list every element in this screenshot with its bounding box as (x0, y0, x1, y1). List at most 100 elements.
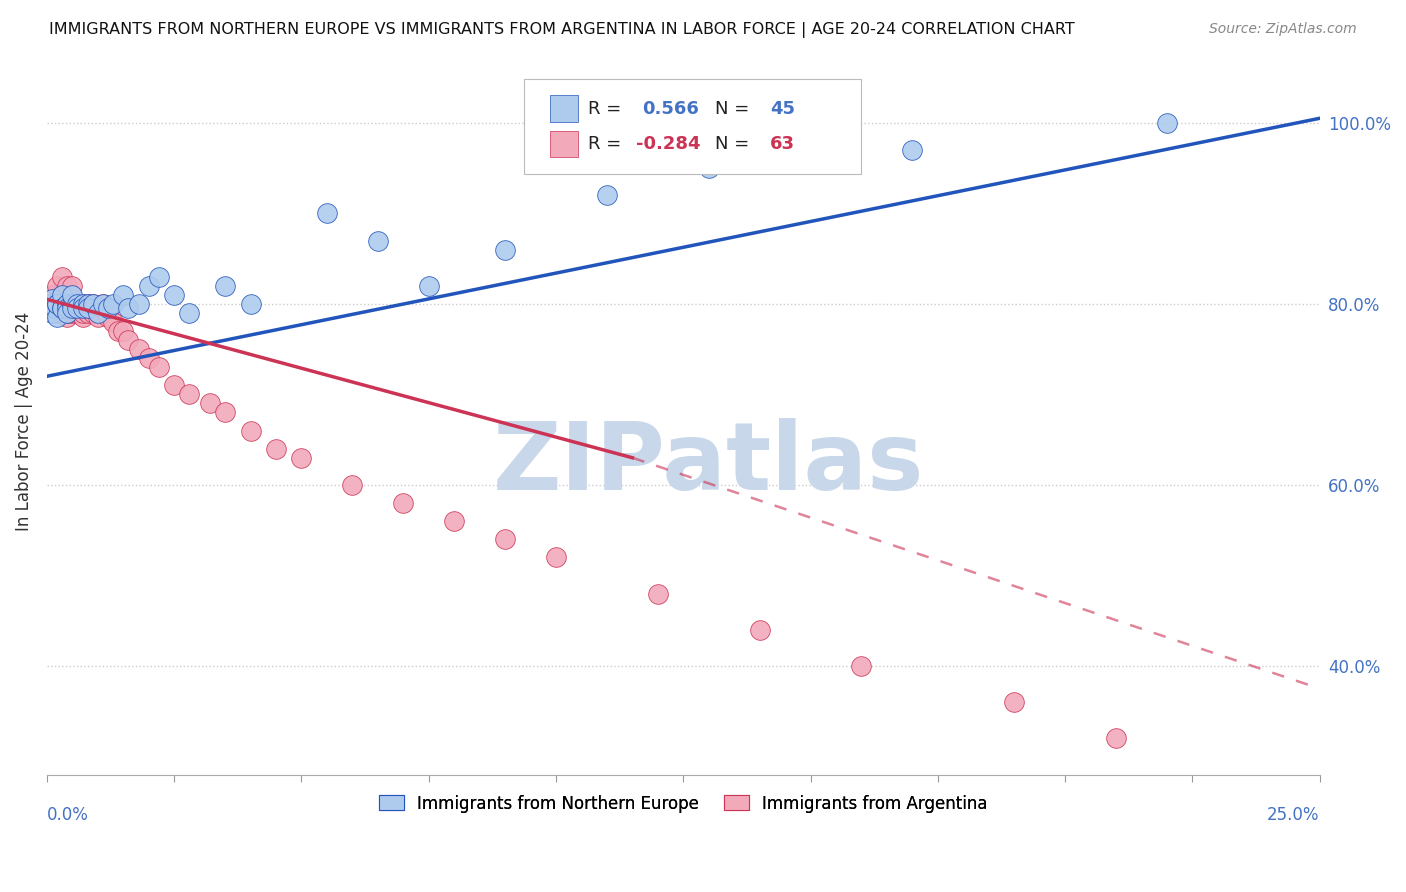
Point (544, 550, 567, 565)
Point (214, 405, 236, 419)
Point (179, 306, 201, 320)
Point (51, 269, 73, 284)
Point (851, 659, 873, 673)
Point (51, 301, 73, 316)
Point (60, 301, 83, 316)
Point (239, 424, 262, 438)
Point (117, 333, 139, 347)
Point (38, 301, 60, 316)
Point (1105, 731, 1128, 746)
Point (76, 306, 98, 320)
Point (41, 297, 63, 311)
Y-axis label: In Labor Force | Age 20-24: In Labor Force | Age 20-24 (15, 312, 32, 531)
Point (72, 306, 94, 320)
Point (66, 297, 89, 311)
Text: 25.0%: 25.0% (1267, 806, 1320, 824)
Point (97, 306, 120, 320)
Point (494, 533, 516, 547)
Point (138, 351, 160, 366)
Text: IMMIGRANTS FROM NORTHERN EUROPE VS IMMIGRANTS FROM ARGENTINA IN LABOR FORCE | AG: IMMIGRANTS FROM NORTHERN EUROPE VS IMMIG… (49, 22, 1076, 38)
Point (46, 297, 69, 311)
Point (51, 288, 73, 302)
Point (494, 243, 516, 257)
Point (87, 306, 110, 320)
Point (214, 278, 236, 293)
Point (179, 387, 201, 401)
FancyBboxPatch shape (550, 95, 578, 122)
Point (82, 297, 104, 311)
Point (60, 278, 83, 293)
Point (367, 234, 389, 248)
Point (66, 301, 89, 316)
Text: N =: N = (716, 135, 755, 153)
Point (264, 442, 287, 456)
Point (316, 206, 339, 220)
Point (596, 188, 619, 202)
Point (37, 297, 59, 311)
Point (138, 278, 160, 293)
Point (46, 297, 69, 311)
Text: 45: 45 (770, 100, 794, 118)
Point (66, 306, 89, 320)
Point (91, 297, 114, 311)
Point (112, 288, 135, 302)
Point (60, 288, 83, 302)
Point (38, 301, 60, 316)
Point (41, 288, 63, 302)
Point (198, 396, 221, 410)
Point (97, 301, 120, 316)
Point (443, 514, 465, 528)
Text: 0.0%: 0.0% (46, 806, 89, 824)
Point (44, 301, 66, 316)
Point (51, 301, 73, 316)
Text: R =: R = (588, 135, 627, 153)
Point (72, 297, 94, 311)
Point (418, 278, 440, 293)
Point (697, 161, 720, 175)
Point (101, 297, 124, 311)
Text: 0.566: 0.566 (643, 100, 699, 118)
Point (46, 297, 69, 311)
Point (41, 293, 63, 307)
Point (56, 306, 79, 320)
Point (117, 301, 139, 316)
FancyBboxPatch shape (550, 130, 578, 158)
Point (46, 301, 69, 316)
Text: ZIPatlas: ZIPatlas (494, 418, 924, 510)
Point (107, 324, 129, 338)
Point (128, 297, 150, 311)
Point (72, 301, 94, 316)
Text: 63: 63 (770, 135, 794, 153)
Point (60, 297, 83, 311)
Point (46, 306, 69, 320)
Point (60, 301, 83, 316)
Point (76, 297, 98, 311)
Point (72, 297, 94, 311)
Point (76, 301, 98, 316)
Point (112, 324, 135, 338)
Point (46, 310, 69, 325)
Point (901, 143, 924, 157)
Point (66, 301, 89, 316)
Text: R =: R = (588, 100, 627, 118)
Point (41, 306, 63, 320)
Point (56, 278, 79, 293)
Point (76, 297, 98, 311)
Point (1002, 695, 1025, 709)
Point (128, 342, 150, 356)
Point (91, 297, 114, 311)
Point (290, 450, 312, 465)
Point (51, 297, 73, 311)
Point (91, 301, 114, 316)
Point (56, 297, 79, 311)
Point (66, 297, 89, 311)
Point (342, 478, 364, 492)
Legend: Immigrants from Northern Europe, Immigrants from Argentina: Immigrants from Northern Europe, Immigra… (373, 788, 994, 819)
Point (56, 297, 79, 311)
Point (748, 623, 770, 637)
Point (56, 310, 79, 325)
Point (87, 310, 110, 325)
Point (148, 269, 170, 284)
Point (148, 360, 170, 375)
Point (647, 586, 669, 600)
